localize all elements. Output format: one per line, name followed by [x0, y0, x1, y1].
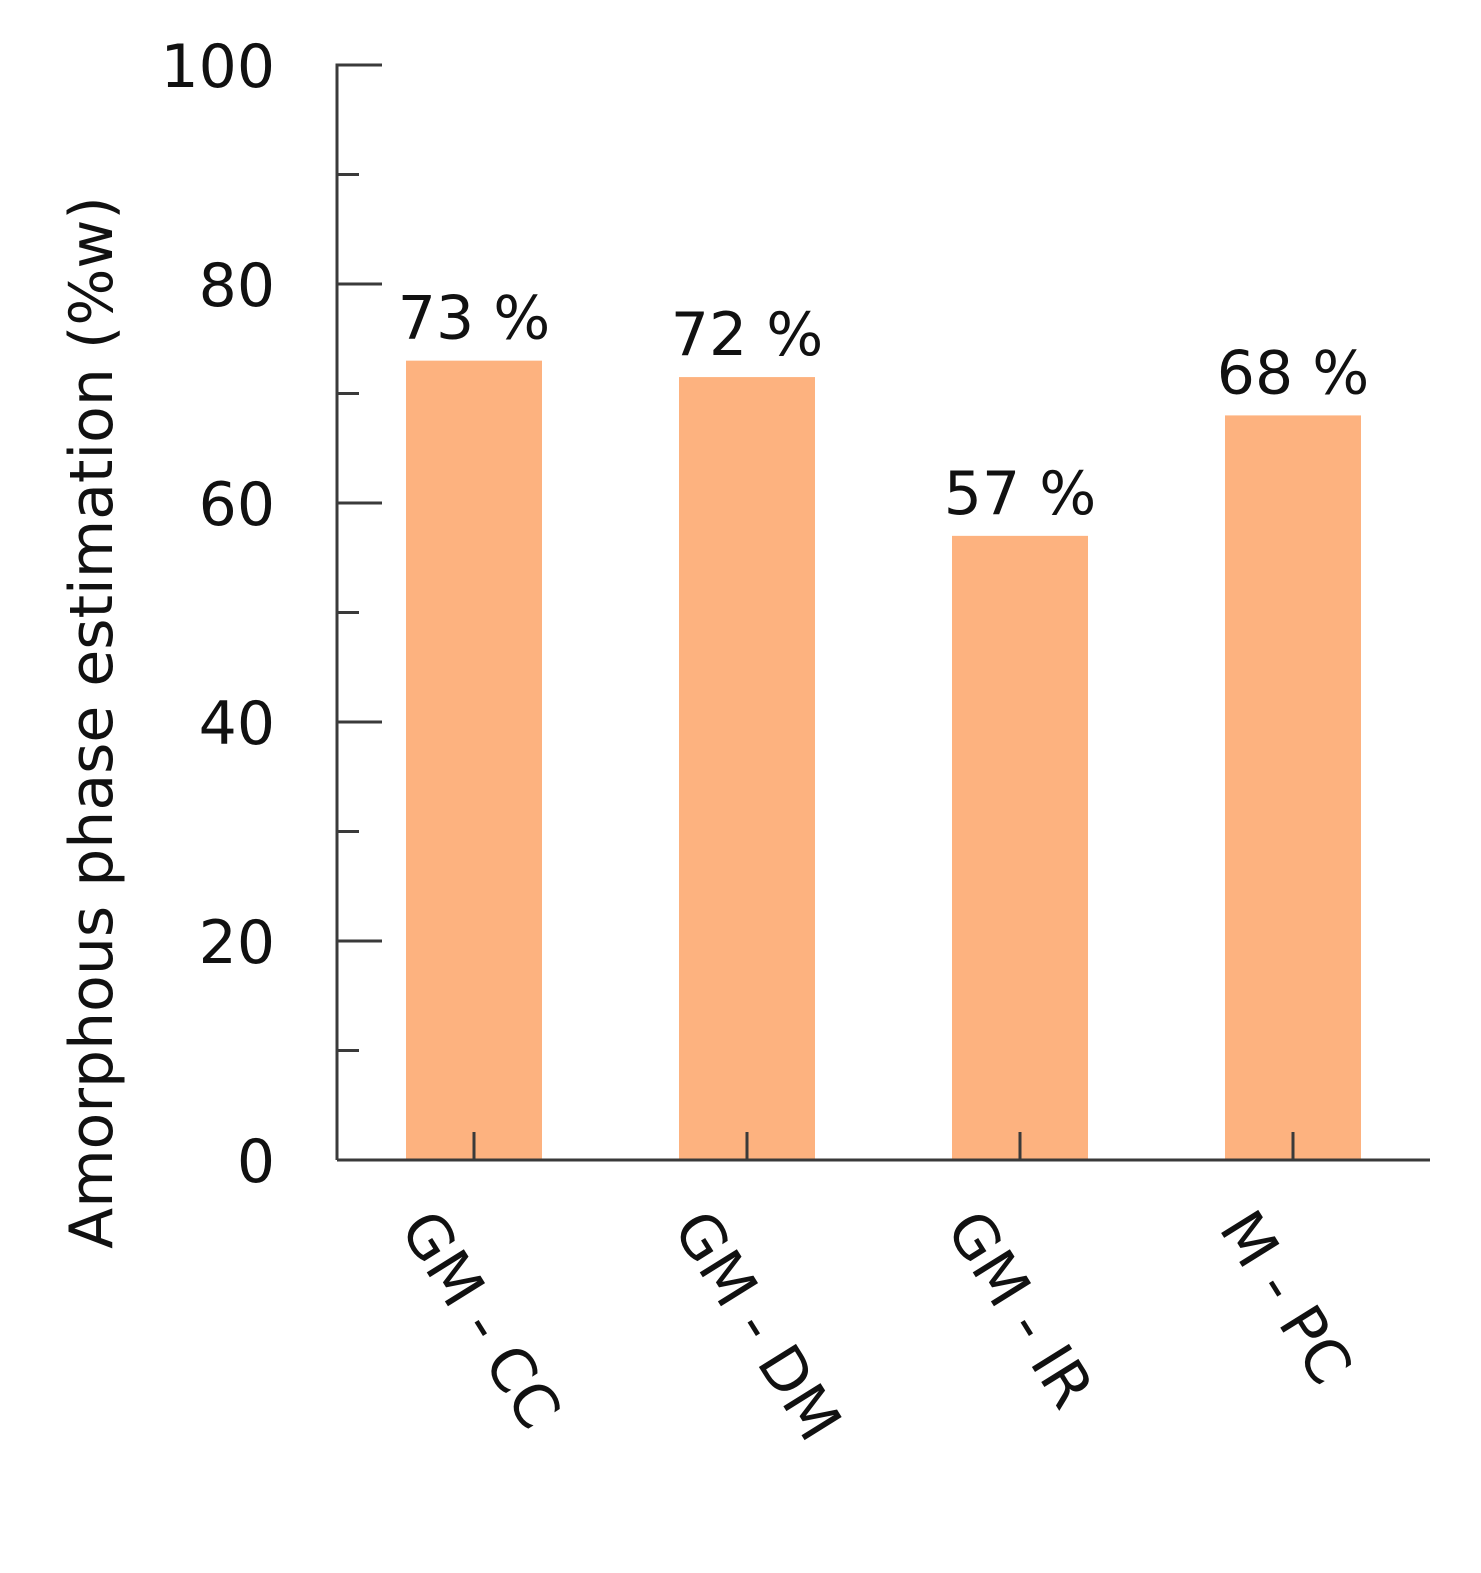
bar: [952, 535, 1088, 1160]
x-category-label: M - PC: [1205, 1199, 1365, 1397]
x-category-label: GM - DM: [659, 1199, 854, 1453]
ticks-layer: [337, 63, 1295, 1162]
y-tick-label: 100: [160, 32, 275, 102]
y-axis-title: Amorphous phase estimation (%w): [57, 196, 127, 1249]
x-category-label: GM - IR: [932, 1199, 1107, 1421]
data-label: 73 %: [398, 284, 550, 354]
y-tick-label: 80: [199, 251, 275, 321]
data-label: 57 %: [944, 459, 1096, 529]
bar: [679, 377, 815, 1160]
bar: [1225, 415, 1361, 1160]
bar: [406, 360, 542, 1160]
x-category-label: GM - CC: [386, 1199, 574, 1441]
y-tick-label: 20: [199, 908, 275, 978]
y-tick-label: 60: [199, 470, 275, 540]
y-tick-label: 0: [237, 1127, 275, 1197]
data-label: 68 %: [1217, 338, 1369, 408]
bars-layer: [406, 360, 1361, 1160]
data-label: 72 %: [671, 300, 823, 370]
y-tick-label: 40: [199, 689, 275, 759]
